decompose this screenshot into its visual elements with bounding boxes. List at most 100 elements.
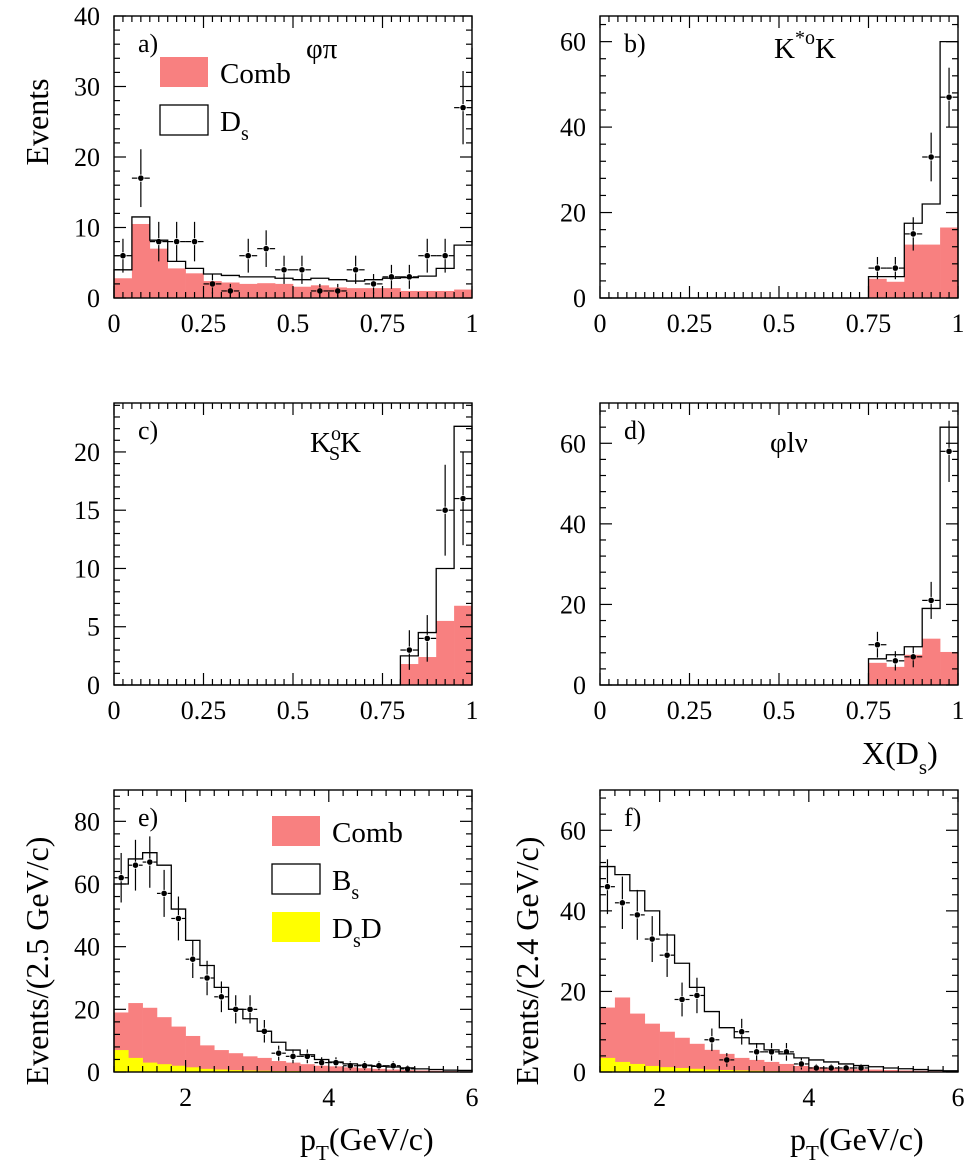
- data-point-a: [281, 267, 287, 273]
- x-tick-label-f: 6: [952, 1083, 965, 1112]
- legend-label-dsd: DsD: [332, 913, 382, 952]
- data-point-d: [874, 641, 881, 648]
- bar-dsd-e: [214, 1069, 229, 1072]
- bar-comb-e: [257, 1057, 272, 1072]
- bar-comb-b: [868, 278, 887, 298]
- bar-comb-e: [199, 1045, 215, 1072]
- channel-label-main-a: φπ: [306, 33, 338, 65]
- step-line-signal-d: [600, 426, 959, 686]
- bar-comb-f: [719, 1053, 735, 1072]
- x-tick-label-b: 0.25: [667, 309, 713, 338]
- data-point-a: [299, 267, 305, 273]
- y-tick-label-c: 15: [74, 496, 100, 525]
- bar-comb-c: [436, 620, 455, 685]
- channel-label-main-d: φlν: [770, 427, 808, 459]
- data-point-f: [783, 1049, 790, 1055]
- data-point-a: [173, 238, 180, 245]
- y-tick-label-a: 20: [74, 143, 100, 172]
- channel-label-tail-b: K: [815, 33, 836, 65]
- data-point-e: [275, 1050, 282, 1056]
- channel-label-sup-b: *o: [795, 27, 815, 49]
- data-point-a: [227, 288, 234, 294]
- bar-dsd-f: [734, 1070, 750, 1072]
- data-point-a: [317, 288, 323, 294]
- data-point-f: [843, 1065, 849, 1071]
- y-tick-label-a: 40: [74, 2, 100, 31]
- data-point-f: [604, 883, 611, 890]
- legend-label-main-signal: B: [332, 865, 351, 897]
- y-tick-label-f: 20: [560, 977, 586, 1006]
- bar-comb-f: [779, 1063, 795, 1072]
- channel-label-c: Ko SK: [310, 423, 361, 465]
- data-point-e: [147, 859, 153, 865]
- x-axis-title-pt-right: pT(GeV/c): [790, 1121, 924, 1165]
- bar-comb-e: [228, 1053, 244, 1072]
- data-point-a: [424, 252, 431, 259]
- channel-label-sup-c: o: [331, 423, 341, 445]
- x-axis-title-pt-right-sub: T: [806, 1141, 819, 1165]
- x-tick-label-b: 0: [594, 309, 607, 338]
- bar-comb-e: [285, 1062, 301, 1072]
- bar-comb-d: [886, 666, 905, 685]
- x-tick-label-e: 4: [322, 1083, 335, 1112]
- y-tick-label-f: 40: [560, 897, 586, 926]
- step-line-signal-c: [114, 425, 473, 686]
- panel-d: 0 0.25 0.5 0.75 1 0 20 40 60 d) φlν: [560, 402, 965, 725]
- legend-swatch-comb: [272, 816, 320, 846]
- bar-comb-a: [185, 273, 204, 298]
- channel-label-b: K*oK: [774, 27, 836, 65]
- data-point-c: [406, 647, 413, 653]
- data-point-d: [910, 654, 917, 660]
- x-tick-label-c: 0.75: [360, 696, 406, 725]
- data-point-b: [892, 265, 899, 271]
- x-tick-label-f: 2: [653, 1083, 666, 1112]
- data-point-d: [928, 597, 934, 604]
- bar-dsd-e: [199, 1068, 215, 1072]
- bar-comb-e: [314, 1065, 330, 1072]
- x-tick-label-d: 0.5: [763, 696, 796, 725]
- data-point-a: [191, 238, 198, 245]
- bar-comb-b: [922, 244, 941, 298]
- data-point-a: [155, 238, 162, 245]
- bar-comb-d: [868, 662, 887, 685]
- bar-comb-f: [629, 1013, 646, 1072]
- data-point-f: [798, 1061, 805, 1067]
- data-point-c: [460, 495, 466, 502]
- data-point-e: [361, 1062, 368, 1069]
- bar-dsd-f: [659, 1067, 675, 1072]
- data-point-e: [132, 862, 139, 868]
- panel-label-a: a): [138, 29, 158, 58]
- y-axis-title-f: Events/(2.4 GeV/c): [509, 837, 545, 1086]
- bar-comb-b: [904, 244, 923, 298]
- bar-comb-f: [644, 1023, 660, 1072]
- data-point-e: [347, 1062, 354, 1069]
- data-point-a: [334, 288, 341, 294]
- data-point-d: [946, 448, 952, 455]
- bar-comb-f: [749, 1059, 765, 1072]
- step-line-signal-b: [600, 40, 959, 299]
- data-point-e: [333, 1059, 339, 1066]
- x-tick-label-c: 1: [466, 696, 479, 725]
- bar-comb-f: [734, 1057, 750, 1072]
- x-tick-label-a: 0.75: [360, 309, 406, 338]
- bar-comb-a: [114, 278, 133, 298]
- bar-comb-c: [418, 657, 437, 685]
- x-axis-title-xds-sub: s: [919, 755, 927, 779]
- x-tick-label-c: 0: [108, 696, 121, 725]
- data-point-e: [404, 1066, 411, 1072]
- data-point-b: [946, 94, 952, 100]
- data-point-f: [649, 936, 656, 942]
- legend-label-tail-dsd: D: [361, 913, 382, 945]
- y-tick-label-d: 20: [560, 590, 586, 619]
- y-tick-label-d: 60: [560, 429, 586, 458]
- bar-comb-e: [214, 1050, 229, 1072]
- bar-comb-a: [257, 283, 276, 298]
- bar-dsd-f: [674, 1067, 690, 1072]
- bar-comb-e: [128, 1003, 143, 1072]
- bar-dsd-e: [171, 1065, 186, 1072]
- x-axis-title-xds: X(Ds): [862, 735, 938, 779]
- bar-dsd-f: [629, 1063, 646, 1072]
- x-tick-label-c: 0.5: [277, 696, 310, 725]
